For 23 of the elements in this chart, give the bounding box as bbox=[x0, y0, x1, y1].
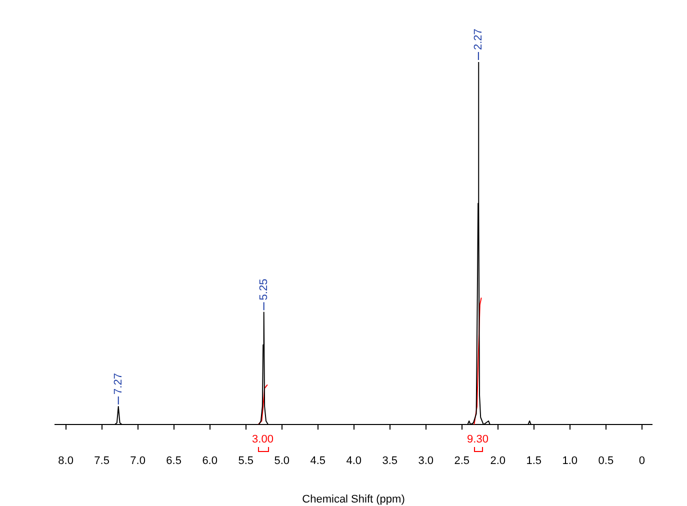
x-tick-label: 7.5 bbox=[94, 455, 110, 468]
x-tick-label: 8.0 bbox=[58, 455, 74, 468]
x-tick-label: 6.0 bbox=[202, 455, 218, 468]
x-tick-label: 0 bbox=[638, 455, 645, 468]
x-tick-label: 1.5 bbox=[526, 455, 542, 468]
x-tick-label: 5.0 bbox=[274, 455, 290, 468]
x-tick-label: 2.5 bbox=[454, 455, 470, 468]
text: 3.00 bbox=[252, 434, 274, 446]
x-tick-label: 0.5 bbox=[598, 455, 614, 468]
x-tick-label: 6.5 bbox=[166, 455, 182, 468]
x-tick-label: 5.5 bbox=[238, 455, 254, 468]
annotation: 2.27 bbox=[472, 28, 484, 50]
annotation: 7.27 bbox=[112, 373, 124, 394]
x-tick-label: 4.0 bbox=[346, 455, 362, 468]
x-tick-label: 3.5 bbox=[382, 455, 398, 468]
x-tick-label: 7.0 bbox=[130, 455, 146, 468]
x-tick-label: 4.5 bbox=[310, 455, 326, 468]
x-tick-label: 2.0 bbox=[490, 455, 506, 468]
text: 9.30 bbox=[467, 434, 488, 446]
x-tick-label: 1.0 bbox=[562, 455, 578, 468]
annotation: 5.25 bbox=[258, 278, 270, 300]
x-tick-label: 3.0 bbox=[418, 455, 434, 468]
x-axis-title: Chemical Shift (ppm) bbox=[302, 493, 405, 506]
